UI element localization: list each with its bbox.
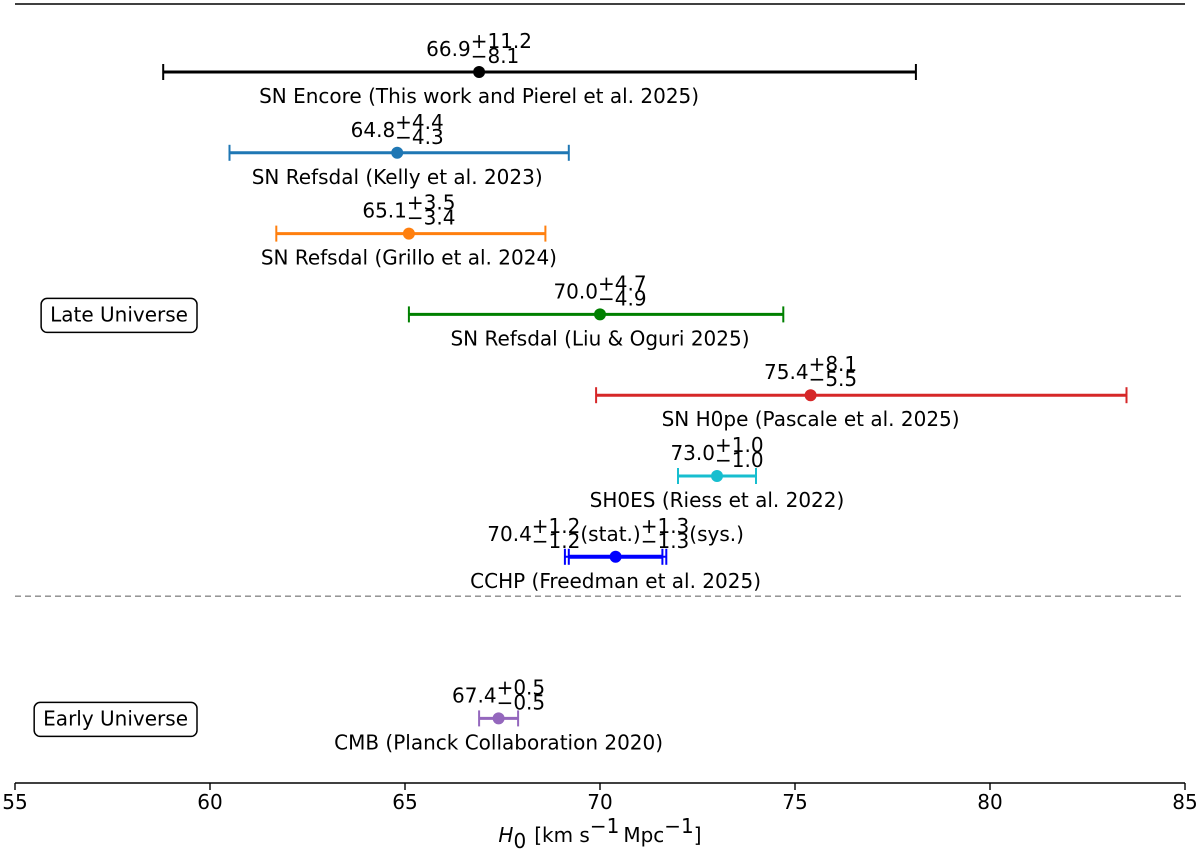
series-label: SN H0pe (Pascale et al. 2025)	[662, 407, 960, 431]
value-label-sup: +1.2	[532, 514, 581, 538]
value-label-sub: −3.4	[407, 206, 456, 230]
value-label-text: 70.0	[553, 279, 598, 303]
value-label-text: 64.8	[351, 118, 396, 142]
x-axis-label-text: [km s	[534, 823, 590, 847]
group-label: Late Universe	[50, 302, 188, 326]
value-label: 64.8 +4.4−4.3	[351, 110, 444, 149]
point	[492, 712, 505, 725]
x-axis-label-text: 0	[513, 829, 526, 853]
value-label-sup: +3.5	[407, 191, 456, 215]
x-axis-label: H 0 [km s −1 Mpc −1]	[498, 814, 701, 853]
value-label-sub: −5.5	[809, 367, 858, 391]
group-label-box	[40, 297, 198, 334]
value-label-sup: +4.7	[598, 271, 647, 295]
value-label-text: 67.4	[452, 683, 497, 707]
point	[402, 227, 415, 240]
x-tick-label: 80	[977, 790, 1002, 814]
x-axis-label-text: −1	[590, 814, 619, 838]
value-label-text: 66.9	[426, 37, 471, 61]
group-label: Early Universe	[43, 706, 188, 730]
point	[391, 146, 404, 159]
x-axis-label-text: ]	[694, 823, 702, 847]
x-tick-label: 70	[587, 790, 612, 814]
x-axis-label-text: Mpc	[623, 823, 664, 847]
value-label: 65.1 +3.5−3.4	[362, 191, 455, 230]
value-label: 75.4 +8.1−5.5	[764, 352, 857, 391]
value-label: 67.4 +0.5−0.5	[452, 675, 545, 714]
value-label-sup: +0.5	[497, 675, 546, 699]
series-label: SN Refsdal (Grillo et al. 2024)	[261, 246, 557, 270]
value-label: 66.9 +11.2−8.1	[426, 29, 532, 68]
value-label-text: (stat.)	[580, 522, 640, 546]
series-label: SN Refsdal (Liu & Oguri 2025)	[450, 326, 749, 350]
value-label: 73.0 +1.0−1.0	[670, 433, 763, 472]
point	[609, 550, 622, 563]
value-label-text: (sys.)	[689, 522, 744, 546]
x-tick-label: 60	[197, 790, 222, 814]
value-label-sub: −1.2	[532, 529, 581, 553]
series-label: CMB (Planck Collaboration 2020)	[334, 730, 663, 754]
value-label-text: 75.4	[764, 360, 809, 384]
series-label: SN Refsdal (Kelly et al. 2023)	[252, 165, 543, 189]
value-label-sub: −1.3	[641, 529, 690, 553]
series-label: SN Encore (This work and Pierel et al. 2…	[259, 84, 699, 108]
value-label-text: 70.4	[487, 522, 532, 546]
value-label: 70.0 +4.7−4.9	[553, 271, 646, 310]
value-label-sup: +11.2	[471, 29, 532, 53]
x-tick-label: 65	[392, 790, 417, 814]
value-label-text: 73.0	[670, 441, 715, 465]
point	[473, 66, 486, 78]
value-label-sub: −4.9	[598, 286, 647, 310]
group-label-box	[33, 701, 198, 738]
value-label-sup: +4.4	[395, 110, 444, 134]
value-label: 70.4 +1.2−1.2 (stat.) +1.3−1.3 (sys.)	[487, 514, 744, 553]
value-label-sup: +8.1	[809, 352, 858, 376]
point	[711, 470, 723, 482]
value-label-sup: +1.0	[715, 433, 764, 457]
series-label: SH0ES (Riess et al. 2022)	[590, 488, 845, 512]
value-label-sup: +1.3	[641, 514, 690, 538]
value-label-sub: −4.3	[395, 125, 444, 149]
x-tick-label: 85	[1172, 790, 1197, 814]
value-label-text: 65.1	[362, 199, 407, 223]
value-label-sub: −8.1	[471, 44, 520, 68]
x-axis-label-text: H	[498, 823, 513, 847]
series-label: CCHP (Freedman et al. 2025)	[470, 569, 761, 593]
value-label-sub: −1.0	[715, 448, 764, 472]
point	[804, 389, 817, 402]
value-label-sub: −0.5	[497, 690, 546, 714]
point	[594, 308, 606, 321]
x-tick-label: 55	[2, 790, 27, 814]
x-tick-label: 75	[782, 790, 807, 814]
x-axis-label-text: −1	[664, 814, 693, 838]
